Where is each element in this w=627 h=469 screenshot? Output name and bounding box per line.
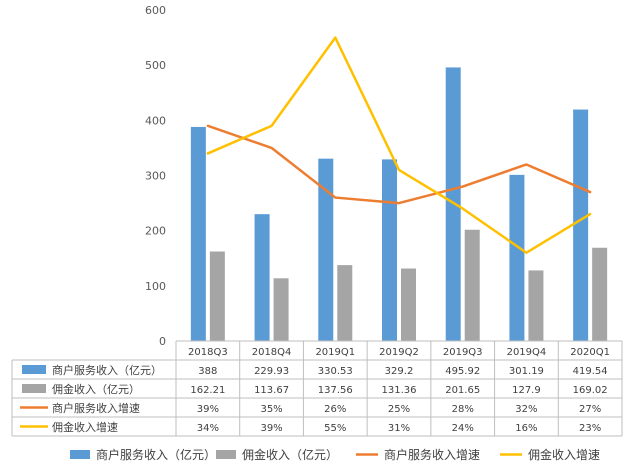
data-label: 131.36 (382, 385, 417, 396)
x-tick-label: 2019Q4 (507, 347, 547, 358)
table-row-label: 商户服务收入增速 (52, 401, 140, 415)
data-label: 27% (579, 404, 601, 415)
table-row-label: 佣金收入（亿元） (52, 382, 140, 396)
series-line (206, 124, 592, 205)
data-label: 16% (515, 423, 537, 434)
y-axis: 0 100 200 300 400 500 600 (145, 4, 166, 348)
x-tick-label: 2018Q4 (252, 347, 292, 358)
data-table: 2018Q3 2018Q4 2019Q1 2019Q2 2019Q3 2019Q4 2020… (11, 340, 623, 437)
legend-key (22, 384, 46, 393)
data-label: 419.54 (573, 366, 608, 377)
legend-swatch (70, 450, 90, 459)
bar (254, 214, 270, 341)
x-tick-label: 2019Q3 (443, 347, 483, 358)
data-label: 113.67 (254, 385, 289, 396)
bar (509, 174, 525, 341)
x-tick-label: 2019Q2 (379, 347, 419, 358)
bar (464, 229, 480, 341)
bar (382, 159, 397, 341)
series-line (206, 36, 592, 254)
data-label: 388 (198, 366, 217, 377)
bar (190, 126, 206, 341)
x-tick-label: 2020Q1 (570, 347, 610, 358)
x-tick-label: 2019Q1 (315, 347, 355, 358)
legend-label: 佣金收入增速 (528, 447, 600, 462)
data-label: 25% (388, 404, 410, 415)
bar (318, 158, 334, 341)
data-label: 301.19 (509, 366, 544, 377)
data-label: 26% (324, 404, 346, 415)
legend-swatch (216, 450, 236, 459)
legend: 商户服务收入（亿元） 佣金收入（亿元） 商户服务收入增速 佣金收入增速 (70, 447, 600, 462)
data-label: 229.93 (254, 366, 289, 377)
legend-label: 佣金收入（亿元） (242, 447, 338, 462)
y-tick-label: 400 (145, 114, 166, 127)
table-row-label: 商户服务收入（亿元） (52, 363, 162, 377)
data-label: 329.2 (385, 366, 414, 377)
y-tick-label: 0 (159, 335, 166, 348)
bar (528, 270, 544, 341)
data-label: 24% (452, 423, 474, 434)
data-label: 137.56 (318, 385, 353, 396)
data-label: 31% (388, 423, 410, 434)
data-label: 32% (515, 404, 537, 415)
bar (273, 278, 289, 341)
y-tick-label: 200 (145, 225, 166, 238)
data-label: 169.02 (573, 385, 608, 396)
bar (401, 268, 416, 341)
data-label: 39% (197, 404, 219, 415)
data-label: 330.53 (318, 366, 353, 377)
data-label: 28% (452, 404, 474, 415)
lines (206, 36, 592, 254)
y-tick-label: 100 (145, 280, 166, 293)
y-tick-label: 500 (145, 59, 166, 72)
data-label: 34% (197, 423, 219, 434)
bar (573, 109, 589, 341)
data-label: 23% (579, 423, 601, 434)
bars (190, 67, 608, 341)
legend-key (22, 365, 46, 374)
bar (592, 247, 608, 341)
table-row-label: 佣金收入增速 (52, 420, 118, 434)
bar (337, 265, 353, 341)
data-label: 201.65 (445, 385, 480, 396)
data-label: 35% (260, 404, 282, 415)
data-label: 162.21 (190, 385, 225, 396)
x-tick-label: 2018Q3 (188, 347, 228, 358)
data-label: 495.92 (445, 366, 480, 377)
data-label: 127.9 (512, 385, 541, 396)
legend-label: 商户服务收入（亿元） (96, 447, 216, 462)
bar (209, 251, 225, 341)
data-label: 39% (260, 423, 282, 434)
y-tick-label: 300 (145, 170, 166, 183)
legend-label: 商户服务收入增速 (384, 447, 480, 462)
data-label: 55% (324, 423, 346, 434)
y-tick-label: 600 (145, 4, 166, 17)
